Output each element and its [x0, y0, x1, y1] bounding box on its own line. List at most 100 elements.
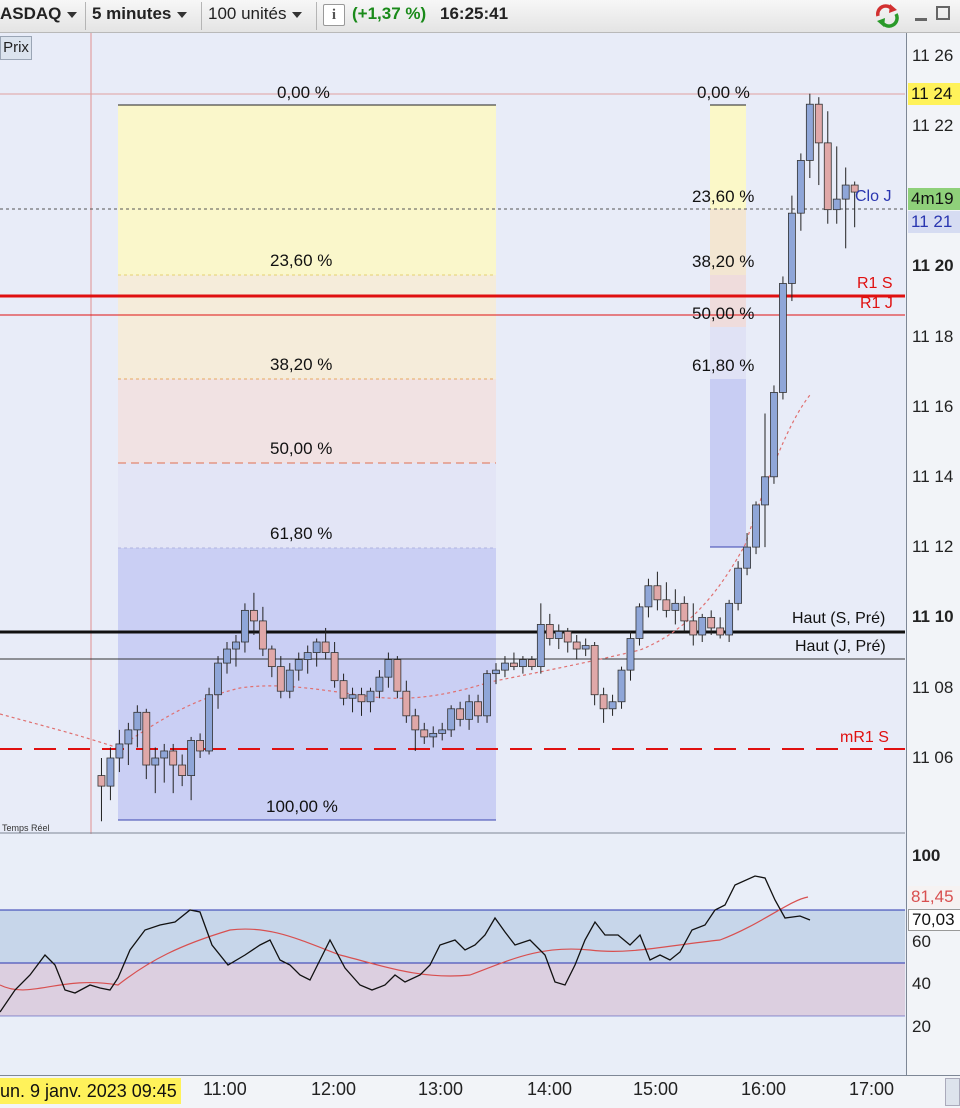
fibo-label: 61,80 % — [270, 524, 333, 543]
fibo-zone — [710, 379, 746, 547]
r1-j-label: R1 J — [860, 295, 893, 312]
candle-up — [294, 659, 303, 671]
price-tick: 11 26 — [912, 46, 954, 65]
candle-up — [465, 701, 474, 720]
candle-down — [267, 648, 276, 668]
time-tick: 16:00 — [741, 1079, 787, 1099]
candle-down — [330, 652, 339, 682]
candle-down — [590, 645, 599, 696]
candle-down — [411, 715, 420, 731]
candle-down — [653, 585, 662, 601]
candle-up — [492, 669, 500, 675]
fibo-zone — [118, 463, 496, 548]
candle-down — [563, 631, 572, 643]
candle-up — [617, 669, 626, 703]
divider — [316, 2, 317, 30]
fibo-zone — [118, 548, 496, 820]
candle-up — [761, 476, 769, 506]
clock-time: 16:25:41 — [440, 4, 509, 23]
candle-down — [249, 609, 258, 622]
candle-down — [357, 694, 366, 703]
fibo-label: 0,00 % — [697, 83, 750, 102]
candles-group — [97, 93, 859, 822]
candle-up — [384, 659, 393, 678]
candle-up — [832, 198, 841, 211]
scroll-handle[interactable] — [945, 1078, 960, 1106]
time-tick: 12:00 — [311, 1079, 357, 1099]
chevron-down-icon — [177, 11, 188, 18]
clo-j-label: Clo J — [855, 188, 892, 205]
candle-up — [241, 609, 249, 643]
candle-down — [527, 659, 536, 668]
candle-down — [510, 662, 518, 668]
fibo-zone — [118, 379, 496, 463]
price-chart[interactable] — [0, 33, 905, 1075]
candle-down — [689, 620, 698, 636]
fibo-zone — [710, 209, 746, 275]
units-dropdown[interactable]: 100 unités — [208, 0, 303, 32]
candle-up — [788, 212, 796, 284]
info-icon[interactable]: i — [323, 4, 345, 26]
maximize-icon[interactable] — [936, 6, 950, 20]
candle-up — [429, 732, 438, 738]
price-tick: 11 14 — [912, 467, 954, 486]
candle-up — [160, 750, 169, 759]
realtime-label: Temps Réel — [2, 823, 50, 833]
divider — [85, 2, 86, 30]
candle-down — [823, 142, 832, 211]
price-tick: 11 12 — [912, 537, 954, 556]
time-tick: 14:00 — [527, 1079, 573, 1099]
fibo-label: 38,20 % — [692, 252, 755, 271]
candle-up — [124, 729, 133, 745]
mr1-s-label: mR1 S — [840, 729, 889, 746]
fibo-zone — [710, 327, 746, 379]
candle-down — [599, 694, 608, 710]
toolbar: ASDAQ 5 minutes 100 unités i (+1,37 %) 1… — [0, 0, 960, 33]
instrument-label: ASDAQ — [0, 4, 62, 23]
candle-down — [707, 617, 716, 629]
candle-up — [841, 184, 850, 200]
candle-down — [814, 103, 823, 144]
candle-down — [97, 775, 106, 787]
candle-up — [626, 638, 635, 671]
price-tick: 11 22 — [912, 116, 954, 135]
r1-s-label: R1 S — [857, 275, 893, 292]
fibo-zone — [118, 275, 496, 379]
candle-down — [545, 624, 554, 639]
candle-up — [205, 694, 213, 752]
fibo-label: 50,00 % — [270, 439, 333, 458]
candle-up — [187, 740, 196, 776]
chevron-down-icon — [67, 11, 78, 18]
candle-up — [554, 631, 563, 639]
refresh-icon[interactable] — [872, 2, 902, 28]
chevron-down-icon — [292, 11, 303, 18]
fibo-label: 23,60 % — [692, 187, 755, 206]
timeframe-dropdown[interactable]: 5 minutes — [92, 0, 188, 32]
oscillator-value-tag: 70,03 — [908, 909, 960, 931]
candle-up — [743, 546, 751, 569]
price-tick: 11 16 — [912, 397, 954, 416]
fibo-label: 50,00 % — [692, 304, 755, 323]
oscillator-tick: 100 — [912, 846, 941, 865]
units-label: 100 unités — [208, 4, 287, 23]
candle-down — [142, 711, 151, 766]
candle-up — [133, 711, 142, 731]
minimize-icon[interactable] — [915, 18, 927, 21]
candle-up — [796, 160, 805, 214]
candle-up — [438, 729, 447, 734]
cursor-date-label: un. 9 janv. 2023 09:45 — [0, 1078, 181, 1104]
candle-up — [779, 283, 787, 393]
price-tick: 11 20 — [912, 256, 954, 275]
price-tick: 11 08 — [912, 678, 954, 697]
time-tick: 13:00 — [418, 1079, 464, 1099]
fibo-zone — [710, 275, 746, 327]
instrument-dropdown[interactable]: ASDAQ — [0, 0, 78, 32]
fibo-zone — [118, 105, 496, 275]
candle-down — [716, 627, 725, 636]
moving-average-line — [0, 394, 811, 749]
candle-down — [393, 659, 402, 692]
candle-down — [321, 641, 330, 653]
candle-up — [770, 392, 778, 478]
time-tick: 17:00 — [849, 1079, 895, 1099]
candle-down — [339, 680, 348, 699]
